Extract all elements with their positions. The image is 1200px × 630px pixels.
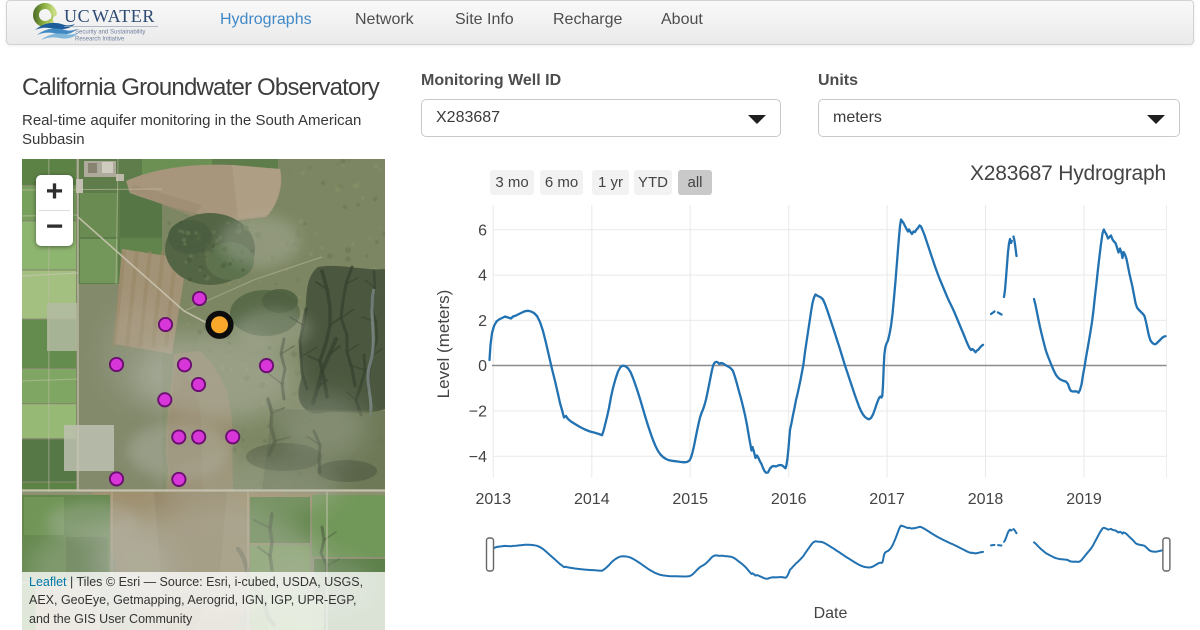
svg-text:Research Initiative: Research Initiative [75, 37, 125, 43]
svg-text:−4: −4 [469, 449, 487, 466]
svg-text:2016: 2016 [771, 491, 807, 508]
svg-text:WATER: WATER [92, 6, 155, 26]
svg-text:2018: 2018 [968, 491, 1004, 508]
svg-text:2017: 2017 [869, 491, 905, 508]
svg-text:Date: Date [814, 605, 848, 622]
svg-text:UC: UC [64, 6, 90, 26]
svg-text:2019: 2019 [1066, 491, 1102, 508]
svg-text:2: 2 [478, 313, 487, 330]
svg-text:0: 0 [478, 358, 487, 375]
svg-text:−2: −2 [469, 404, 487, 421]
svg-text:Level (meters): Level (meters) [434, 290, 453, 399]
svg-text:2013: 2013 [476, 491, 512, 508]
svg-text:2014: 2014 [574, 491, 610, 508]
svg-text:6: 6 [478, 222, 487, 239]
svg-text:Security and Sustainability: Security and Sustainability [75, 30, 145, 36]
svg-text:4: 4 [478, 268, 487, 285]
svg-text:2015: 2015 [672, 491, 708, 508]
